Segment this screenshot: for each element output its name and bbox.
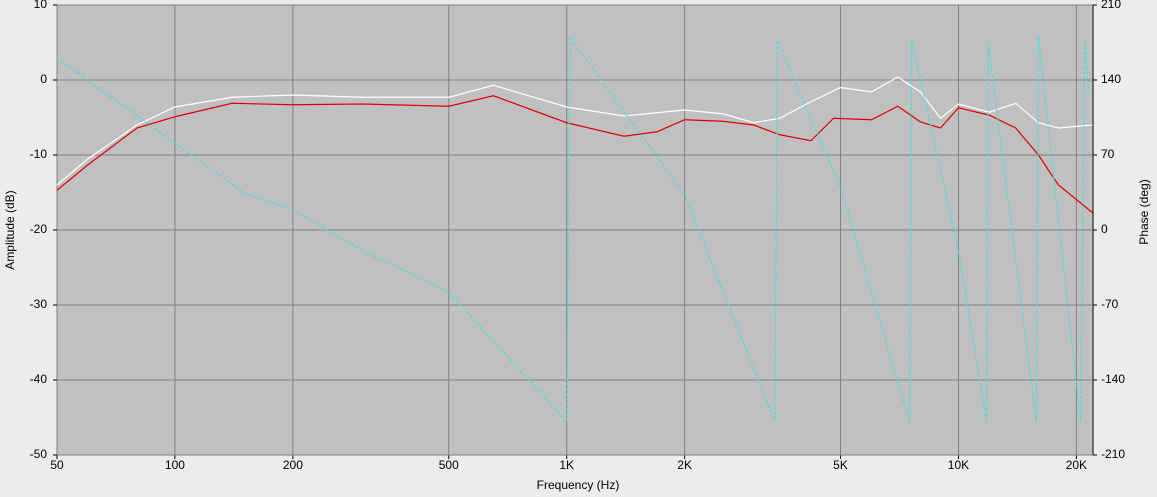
x-tick-label: 20K [1066, 458, 1087, 472]
x-tick-label: 5K [833, 458, 848, 472]
x-tick-label: 2K [677, 458, 692, 472]
series-line [56, 95, 1093, 214]
y-tick-label: -50 [30, 447, 48, 461]
x-axis-title: Frequency (Hz) [537, 478, 620, 492]
y2-tick-label: -140 [1101, 372, 1125, 386]
x-tick-label: 1K [559, 458, 574, 472]
x-tick-label: 200 [283, 458, 303, 472]
x-tick-label: 10K [948, 458, 969, 472]
y-tick-label: -10 [30, 147, 48, 161]
y-tick-label: -40 [30, 372, 48, 386]
y-tick-label: 0 [40, 72, 47, 86]
x-tick-label: 50 [50, 458, 64, 472]
y2-tick-label: 70 [1101, 147, 1115, 161]
x-tick-label: 500 [439, 458, 459, 472]
y2-axis-title: Phase (deg) [1137, 179, 1151, 244]
y-tick-label: -20 [30, 222, 48, 236]
y-axis-title: Amplitude (dB) [3, 190, 17, 269]
y2-tick-label: 210 [1101, 0, 1121, 11]
x-tick-label: 100 [165, 458, 185, 472]
y-tick-label: -30 [30, 297, 48, 311]
y-tick-label: 10 [34, 0, 48, 11]
y2-tick-label: 140 [1101, 72, 1121, 86]
y2-tick-label: -210 [1101, 447, 1125, 461]
y2-tick-label: 0 [1101, 222, 1108, 236]
y2-tick-label: -70 [1101, 297, 1119, 311]
series-line [56, 76, 1093, 186]
